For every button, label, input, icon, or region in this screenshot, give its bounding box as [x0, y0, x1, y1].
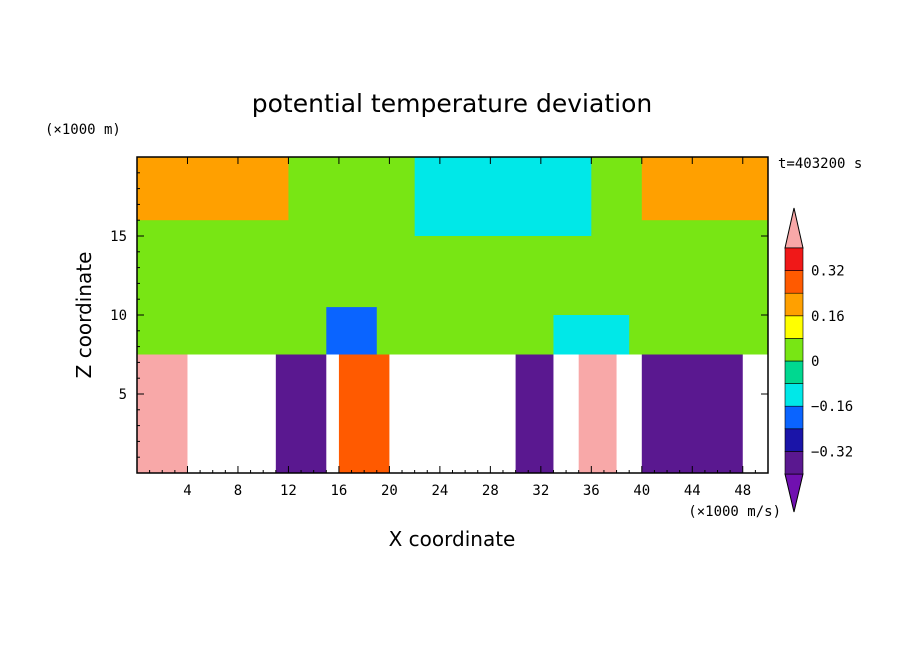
colorbar-swatch	[784, 383, 804, 407]
contour-region-troposphere	[641, 354, 743, 473]
y-unit-label: (×1000 m)	[45, 122, 121, 138]
x-tick-label: 32	[532, 483, 549, 499]
colorbar-swatch	[784, 315, 804, 339]
x-unit-label: (×1000 m/s)	[688, 504, 781, 520]
colorbar: 0.32 0.16 0 −0.16 −0.32	[784, 207, 853, 513]
x-tick-label: 12	[280, 483, 297, 499]
x-tick-label: 28	[482, 483, 499, 499]
colorbar-tick-label: 0.32	[811, 264, 845, 280]
colorbar-swatch	[784, 360, 804, 384]
x-tick-label: 16	[330, 483, 347, 499]
colorbar-max-triangle	[784, 207, 804, 249]
contour-region-upper-anomaly	[326, 307, 377, 355]
contour-field	[137, 157, 768, 473]
contour-region-troposphere	[275, 354, 327, 473]
colorbar-tick-label: −0.32	[811, 444, 853, 460]
contour-region-upper-anomaly	[641, 157, 768, 221]
x-tick-label: 4	[183, 483, 191, 499]
contour-region-troposphere	[515, 354, 554, 473]
time-label: t=403200 s	[778, 156, 862, 172]
x-tick-label: 20	[381, 483, 398, 499]
colorbar-swatch	[784, 338, 804, 362]
contour-region-troposphere	[338, 354, 390, 473]
y-tick-label: 10	[110, 308, 127, 324]
colorbar-swatch	[784, 405, 804, 430]
chart-title: potential temperature deviation	[252, 89, 652, 118]
colorbar-tick-label: 0.16	[811, 309, 845, 325]
x-tick-label: 8	[234, 483, 242, 499]
x-tick-label: 24	[431, 483, 448, 499]
x-tick-label: 44	[684, 483, 701, 499]
contour-region-upper-anomaly	[553, 315, 630, 355]
contour-region-troposphere	[578, 354, 617, 473]
y-tick-label: 5	[119, 387, 127, 403]
x-tick-label: 40	[633, 483, 650, 499]
colorbar-swatch	[784, 428, 804, 452]
y-axis: 5 10 15	[110, 172, 768, 458]
contour-region-upper-anomaly	[414, 157, 592, 236]
colorbar-swatch	[784, 451, 804, 475]
x-axis: 4 8 12 16 20 24 28 32 36 40 44 48	[149, 157, 756, 499]
contour-region-troposphere	[137, 354, 188, 473]
x-axis-title: X coordinate	[389, 527, 516, 551]
y-axis-title: Z coordinate	[72, 252, 96, 379]
colorbar-min-triangle	[784, 473, 804, 513]
x-tick-label: 36	[583, 483, 600, 499]
colorbar-swatch	[784, 270, 804, 294]
colorbar-swatch	[784, 292, 804, 317]
colorbar-tick-label: −0.16	[811, 399, 853, 415]
colorbar-swatch	[784, 247, 804, 271]
x-tick-label: 48	[734, 483, 751, 499]
contour-region-upper-anomaly	[137, 157, 289, 221]
y-tick-label: 15	[110, 229, 127, 245]
colorbar-tick-label: 0	[811, 354, 819, 370]
